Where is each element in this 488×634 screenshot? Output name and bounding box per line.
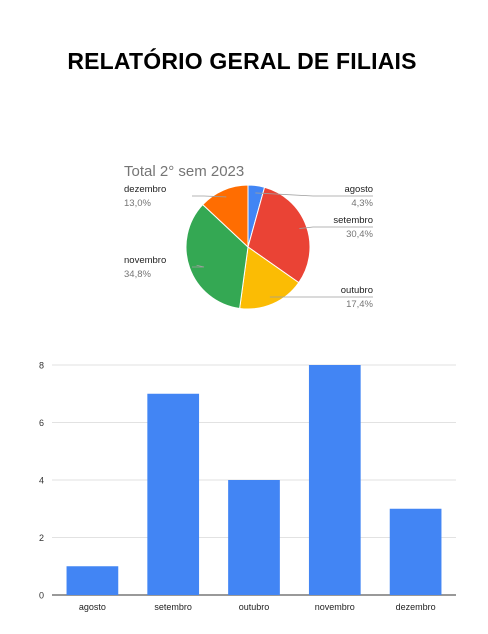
pie-pct-agosto: 4,3%: [351, 198, 373, 209]
y-tick-label-2: 2: [39, 533, 44, 543]
x-tick-label-dezembro: dezembro: [396, 602, 436, 612]
pie-chart-title: Total 2° sem 2023: [124, 163, 244, 180]
x-tick-label-setembro: setembro: [154, 602, 192, 612]
pie-pct-outubro: 17,4%: [346, 299, 373, 310]
bar-novembro: [308, 365, 361, 595]
pie-chart: Total 2° sem 2023 agosto 4,3% setembro 30,4…: [124, 163, 374, 310]
pie-pct-setembro: 30,4%: [346, 229, 373, 240]
y-tick-label-4: 4: [39, 476, 44, 486]
pie-slice-outubro: [239, 246, 300, 310]
bar-setembro: [147, 393, 200, 595]
pie-label-dezembro: dezembro: [124, 184, 166, 195]
pie-leader-line-setembro: [299, 226, 373, 229]
pie-label-setembro: setembro: [333, 215, 373, 226]
pie-slice-dezembro: [202, 184, 249, 249]
pie-label-novembro: novembro: [124, 255, 166, 266]
bar-outubro: [228, 480, 280, 595]
x-tick-label-outubro: outubro: [239, 602, 270, 612]
y-tick-label-0: 0: [39, 591, 44, 601]
pie-pct-dezembro: 13,0%: [124, 198, 151, 209]
pie-label-outubro: outubro: [341, 285, 373, 296]
pie-pct-novembro: 34,8%: [124, 269, 151, 280]
x-tick-label-agosto: agosto: [79, 602, 106, 612]
pie-label-agosto: agosto: [344, 184, 373, 195]
bar-chart: 0 2 4 6 8 agosto setembro outubro novembro dezemb…: [39, 361, 456, 612]
pie-leader-line-agosto: [255, 192, 373, 197]
pie-leader-line-dezembro: [192, 195, 227, 198]
pie-leader-line-novembro: [192, 264, 205, 268]
pie-slice-setembro: [247, 186, 311, 284]
y-tick-label-6: 6: [39, 418, 44, 428]
report-title: RELATÓRIO GERAL DE FILIAIS: [67, 48, 417, 74]
y-tick-label-8: 8: [39, 361, 44, 371]
x-tick-label-novembro: novembro: [315, 602, 355, 612]
bar-dezembro: [389, 508, 442, 595]
pie-slice-novembro: [185, 203, 249, 309]
bar-agosto: [66, 566, 119, 595]
